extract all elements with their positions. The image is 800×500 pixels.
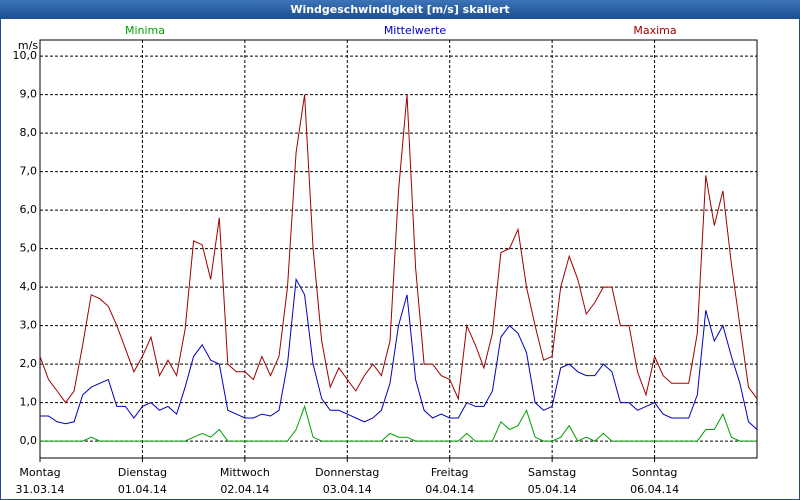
x-tick-label: Freitag	[431, 466, 469, 479]
title-bar	[0, 0, 800, 19]
x-tick-label: 05.04.14	[528, 483, 577, 496]
data-line	[40, 277, 758, 430]
y-tick-label: 7,0	[20, 165, 38, 178]
plot-frame	[39, 39, 758, 459]
x-tick-label: Montag	[19, 466, 60, 479]
legend-entry: Mittelwerte	[384, 24, 447, 37]
y-unit: m/s	[18, 39, 38, 52]
y-tick-label: 1,0	[20, 396, 38, 409]
x-tick-label: Mittwoch	[220, 466, 270, 479]
y-tick-label: 6,0	[20, 203, 38, 216]
legend-entry: Maxima	[633, 24, 676, 37]
y-tick-label: 10,0	[13, 49, 38, 62]
x-tick-label: Donnerstag	[315, 466, 379, 479]
y-tick-label: 0,0	[20, 434, 38, 447]
x-tick-label: Dienstag	[118, 466, 167, 479]
y-tick-label: 8,0	[20, 126, 38, 139]
x-tick-label: 03.04.14	[323, 483, 372, 496]
x-tick-label: 01.04.14	[118, 483, 167, 496]
x-tick-label: Samstag	[528, 466, 576, 479]
data-line	[40, 404, 757, 442]
x-tick-label: Sonntag	[632, 466, 678, 479]
y-tick-label: 2,0	[20, 357, 38, 370]
legend-entry: Minima	[125, 24, 165, 37]
y-tick-label: 3,0	[20, 319, 38, 332]
y-tick-label: 4,0	[20, 280, 38, 293]
y-tick-label: 9,0	[20, 88, 38, 101]
x-tick-label: 31.03.14	[16, 483, 65, 496]
x-tick-label: 06.04.14	[630, 483, 679, 496]
x-tick-label: 02.04.14	[220, 483, 269, 496]
data-line	[39, 94, 758, 404]
chart-title: Windgeschwindigkeit [m/s] skaliert	[290, 3, 509, 16]
x-tick-label: 04.04.14	[425, 483, 474, 496]
y-tick-label: 5,0	[20, 242, 38, 255]
